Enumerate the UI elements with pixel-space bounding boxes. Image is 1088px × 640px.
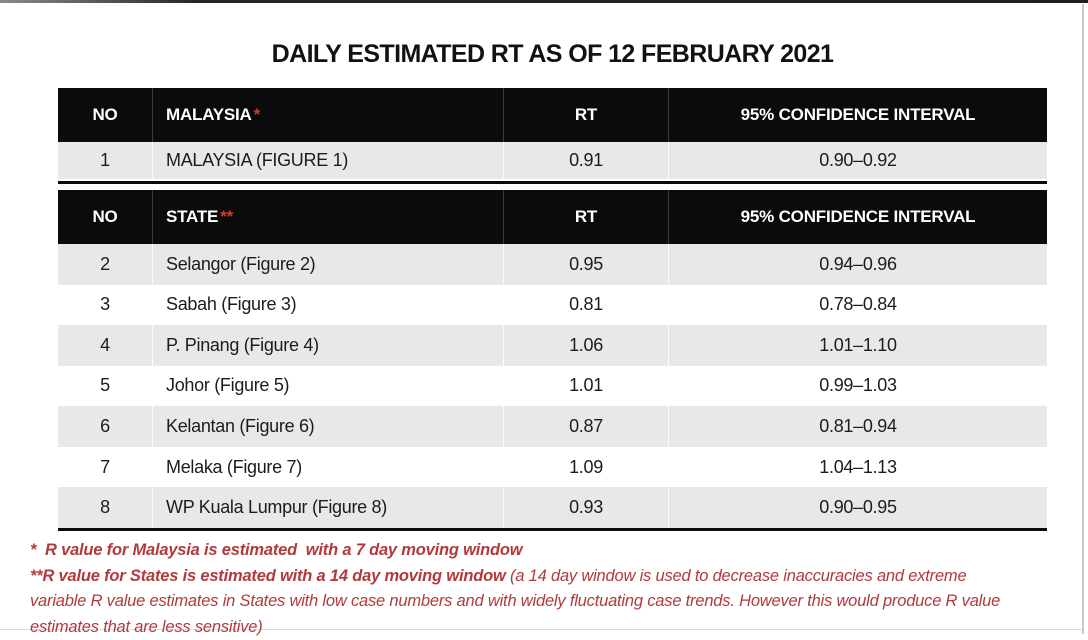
cell-no: 1 xyxy=(58,142,152,179)
page-edge-top xyxy=(0,0,1088,3)
table-row: 7 Melaka (Figure 7) 1.09 1.04–1.13 xyxy=(58,447,1047,488)
table-row: 2 Selangor (Figure 2) 0.95 0.94–0.96 xyxy=(58,244,1047,285)
cell-name: Johor (Figure 5) xyxy=(152,366,503,407)
cell-rt: 0.93 xyxy=(503,487,668,528)
table-row: 4 P. Pinang (Figure 4) 1.06 1.01–1.10 xyxy=(58,325,1047,366)
cell-name: Kelantan (Figure 6) xyxy=(152,406,503,447)
cell-ci: 0.99–1.03 xyxy=(668,366,1047,407)
cell-rt: 0.81 xyxy=(503,285,668,326)
cell-no: 7 xyxy=(58,447,152,488)
cell-rt: 0.95 xyxy=(503,244,668,285)
cell-ci: 0.78–0.84 xyxy=(668,285,1047,326)
table-header-row: NO MALAYSIA* RT 95% CONFIDENCE INTERVAL xyxy=(58,88,1047,142)
cell-no: 4 xyxy=(58,325,152,366)
cell-name: MALAYSIA (FIGURE 1) xyxy=(152,142,503,179)
cell-name: P. Pinang (Figure 4) xyxy=(152,325,503,366)
table-row: 6 Kelantan (Figure 6) 0.87 0.81–0.94 xyxy=(58,406,1047,447)
cell-rt: 1.06 xyxy=(503,325,668,366)
cell-rt: 1.09 xyxy=(503,447,668,488)
rt-table-states: NO STATE** RT 95% CONFIDENCE INTERVAL 2 … xyxy=(58,190,1047,531)
cell-no: 6 xyxy=(58,406,152,447)
cell-no: 3 xyxy=(58,285,152,326)
header-cell-rt: RT xyxy=(503,88,668,142)
header-cell-rt: RT xyxy=(503,190,668,244)
footnote-states: **R value for States is estimated with a… xyxy=(30,564,1025,640)
cell-rt: 0.87 xyxy=(503,406,668,447)
cell-rt: 1.01 xyxy=(503,366,668,407)
header-asterisk: * xyxy=(252,105,260,125)
rt-table-malaysia: NO MALAYSIA* RT 95% CONFIDENCE INTERVAL … xyxy=(58,88,1047,179)
cell-name: WP Kuala Lumpur (Figure 8) xyxy=(152,487,503,528)
header-name-label: STATE xyxy=(166,207,218,227)
table-row: 3 Sabah (Figure 3) 0.81 0.78–0.84 xyxy=(58,285,1047,326)
cell-name: Selangor (Figure 2) xyxy=(152,244,503,285)
footnotes: * R value for Malaysia is estimated with… xyxy=(30,538,1025,640)
header-cell-ci: 95% CONFIDENCE INTERVAL xyxy=(668,190,1047,244)
header-cell-ci: 95% CONFIDENCE INTERVAL xyxy=(668,88,1047,142)
header-name-label: MALAYSIA xyxy=(166,105,252,125)
table-row: 8 WP Kuala Lumpur (Figure 8) 0.93 0.90–0… xyxy=(58,487,1047,528)
cell-ci: 0.90–0.92 xyxy=(668,142,1047,179)
cell-no: 5 xyxy=(58,366,152,407)
page-title: DAILY ESTIMATED RT AS OF 12 FEBRUARY 202… xyxy=(58,40,1047,69)
cell-rt: 0.91 xyxy=(503,142,668,179)
header-cell-name: MALAYSIA* xyxy=(152,88,503,142)
cell-ci: 1.04–1.13 xyxy=(668,447,1047,488)
cell-ci: 0.81–0.94 xyxy=(668,406,1047,447)
table-row: 5 Johor (Figure 5) 1.01 0.99–1.03 xyxy=(58,366,1047,407)
header-cell-no: NO xyxy=(58,88,152,142)
footnote-malaysia: * R value for Malaysia is estimated with… xyxy=(30,538,1025,564)
cell-ci: 0.90–0.95 xyxy=(668,487,1047,528)
cell-ci: 1.01–1.10 xyxy=(668,325,1047,366)
page-edge-right xyxy=(1082,4,1084,634)
cell-name: Melaka (Figure 7) xyxy=(152,447,503,488)
cell-no: 2 xyxy=(58,244,152,285)
header-asterisk: ** xyxy=(218,207,233,227)
cell-ci: 0.94–0.96 xyxy=(668,244,1047,285)
header-cell-name: STATE** xyxy=(152,190,503,244)
footnote-states-bold: **R value for States is estimated with a… xyxy=(30,567,510,585)
table-row: 1 MALAYSIA (FIGURE 1) 0.91 0.90–0.92 xyxy=(58,142,1047,179)
table-header-row: NO STATE** RT 95% CONFIDENCE INTERVAL xyxy=(58,190,1047,244)
table-bottom-border xyxy=(58,181,1047,184)
header-cell-no: NO xyxy=(58,190,152,244)
cell-name: Sabah (Figure 3) xyxy=(152,285,503,326)
cell-no: 8 xyxy=(58,487,152,528)
